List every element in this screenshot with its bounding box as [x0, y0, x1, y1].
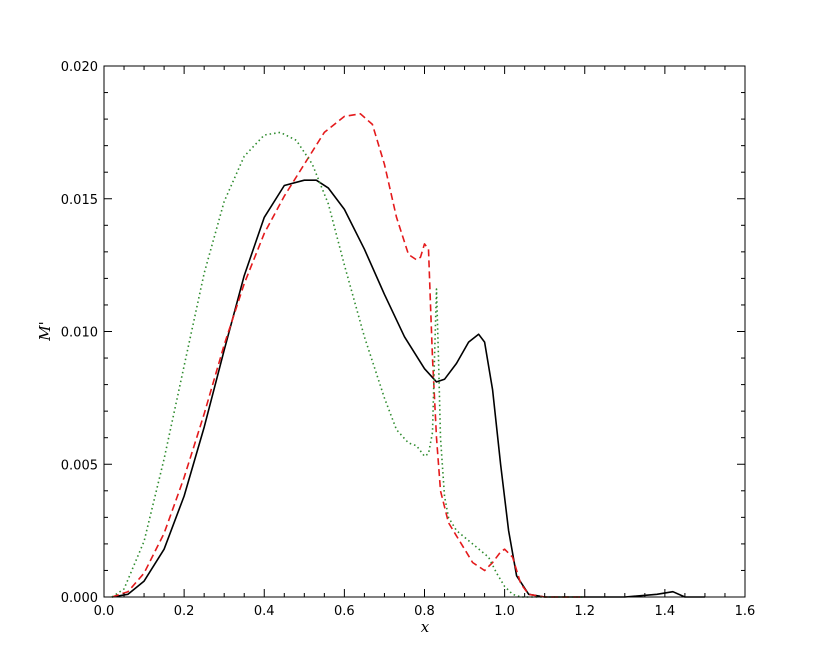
x-tick-label: 0.4 [254, 604, 275, 619]
x-tick-label: 0.8 [414, 604, 435, 619]
y-tick-label: 0.015 [61, 193, 98, 208]
series-line-dotted-green [111, 131, 585, 598]
x-tick-label: 1.6 [735, 604, 756, 619]
x-tick-label: 1.4 [655, 604, 676, 619]
y-tick-label: 0.010 [61, 326, 98, 341]
x-tick-label: 0.0 [94, 604, 115, 619]
y-tick-label: 0.000 [61, 591, 98, 606]
x-tick-label: 1.2 [574, 604, 595, 619]
series-line-dashed-red [111, 113, 585, 598]
y-tick-label: 0.005 [61, 458, 98, 473]
y-axis-label: M' [36, 321, 54, 341]
plot-frame [103, 65, 746, 598]
tick-layer: 0.0 0.2 0.4 0.6 0.8 1.0 1.2 1.4 1.6 0.000 0.005 0.0… [61, 60, 756, 619]
x-tick-label: 1.0 [494, 604, 515, 619]
x-tick-label: 0.2 [174, 604, 195, 619]
x-tick-label: 0.6 [334, 604, 355, 619]
x-axis-label: x [421, 618, 430, 636]
y-tick-label: 0.020 [61, 60, 98, 75]
